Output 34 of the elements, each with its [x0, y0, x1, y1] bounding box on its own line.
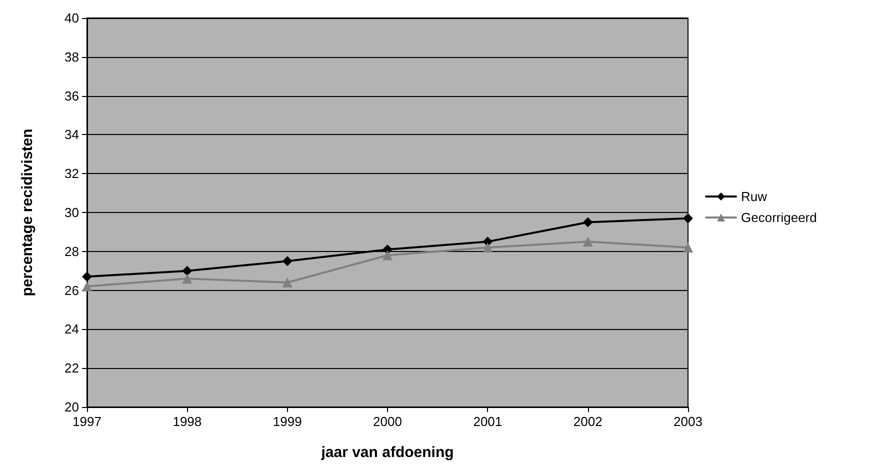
- x-tick-label: 2002: [573, 414, 602, 429]
- point: [683, 213, 693, 224]
- point: [82, 281, 92, 292]
- point: [282, 256, 292, 266]
- point: [683, 242, 693, 253]
- x-tick-label: 2003: [674, 414, 702, 429]
- x-tick-label: 1997: [72, 414, 102, 429]
- x-tick-label: 1999: [272, 414, 302, 429]
- legend-label: Gecorrigeerd: [741, 210, 817, 225]
- x-tick-label: 2001: [473, 414, 502, 429]
- y-tick-label: 28: [64, 244, 79, 259]
- point: [482, 242, 493, 253]
- y-tick-label: 40: [64, 10, 79, 26]
- point: [582, 217, 593, 228]
- y-tick-label: 34: [64, 127, 79, 142]
- point: [382, 250, 392, 260]
- y-tick-label: 36: [64, 88, 79, 104]
- y-tick-label: 22: [64, 360, 79, 376]
- x-tick-label: 1998: [172, 414, 202, 429]
- y-tick-label: 20: [64, 400, 79, 414]
- y-tick-label: 38: [64, 49, 79, 64]
- y-tick-label: 32: [64, 166, 79, 182]
- x-tick-label: 2000: [373, 414, 402, 429]
- point: [282, 278, 292, 288]
- y-tick-label: 24: [64, 322, 79, 337]
- y-tick-label: 30: [64, 205, 79, 220]
- x-axis-title: jaar van afdoening: [320, 444, 454, 461]
- point: [582, 236, 593, 247]
- point: [182, 266, 192, 276]
- y-tick-label: 26: [64, 282, 79, 298]
- point: [182, 274, 192, 284]
- y-axis-title: percentage recidivisten: [19, 128, 36, 296]
- point: [82, 272, 92, 282]
- legend-label: Ruw: [741, 189, 768, 204]
